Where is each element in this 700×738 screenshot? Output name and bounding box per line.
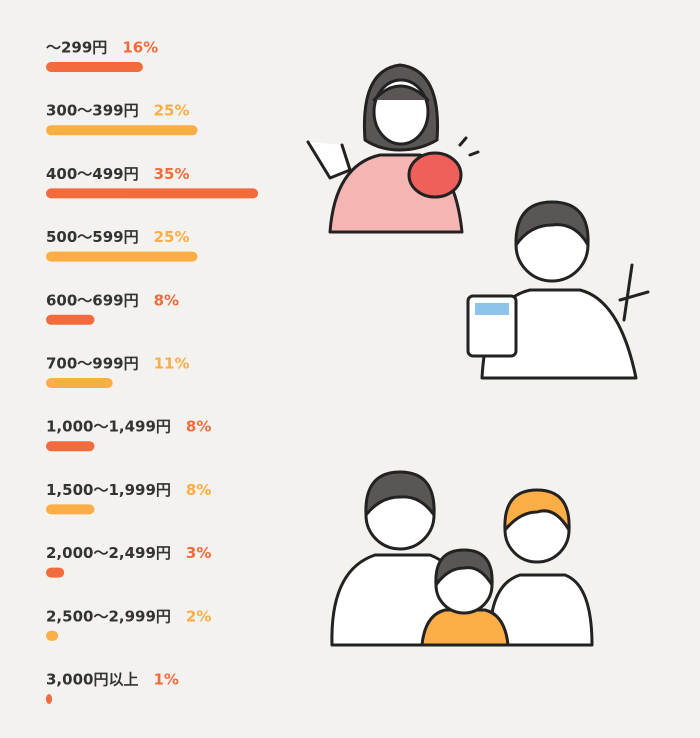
illustration-family <box>330 470 594 647</box>
category-label: 400〜499円 <box>46 165 139 183</box>
bar <box>46 125 198 136</box>
category-label: 〜299円 <box>46 39 107 57</box>
value-label: 8% <box>186 418 211 436</box>
bar <box>46 567 65 578</box>
illustration-man <box>466 200 650 380</box>
bar <box>46 378 113 388</box>
bar <box>46 441 95 452</box>
category-label: 600〜699円 <box>46 291 139 309</box>
value-label: 25% <box>154 228 190 246</box>
bar <box>46 314 95 325</box>
category-label: 1,000〜1,499円 <box>46 418 171 436</box>
bar <box>46 62 143 72</box>
value-label: 8% <box>154 291 179 309</box>
value-label: 2% <box>186 607 211 625</box>
bar <box>46 630 59 641</box>
category-label: 1,500〜1,999円 <box>46 481 171 499</box>
value-label: 11% <box>154 355 190 373</box>
value-label: 16% <box>122 39 158 57</box>
category-label: 3,000円以上 <box>46 671 138 689</box>
value-label: 3% <box>186 544 211 562</box>
category-label: 2,000〜2,499円 <box>46 544 171 562</box>
value-label: 35% <box>154 165 190 183</box>
value-label: 8% <box>186 481 211 499</box>
category-label: 700〜999円 <box>46 355 139 373</box>
illustration-woman <box>306 63 480 234</box>
category-label: 500〜599円 <box>46 228 139 246</box>
value-label: 25% <box>154 102 190 120</box>
value-label: 1% <box>153 671 178 689</box>
category-label: 300〜399円 <box>46 102 139 120</box>
category-label: 2,500〜2,999円 <box>46 607 171 625</box>
bar <box>46 694 53 704</box>
bar <box>46 188 259 199</box>
bar <box>46 251 198 262</box>
bar <box>46 504 95 515</box>
